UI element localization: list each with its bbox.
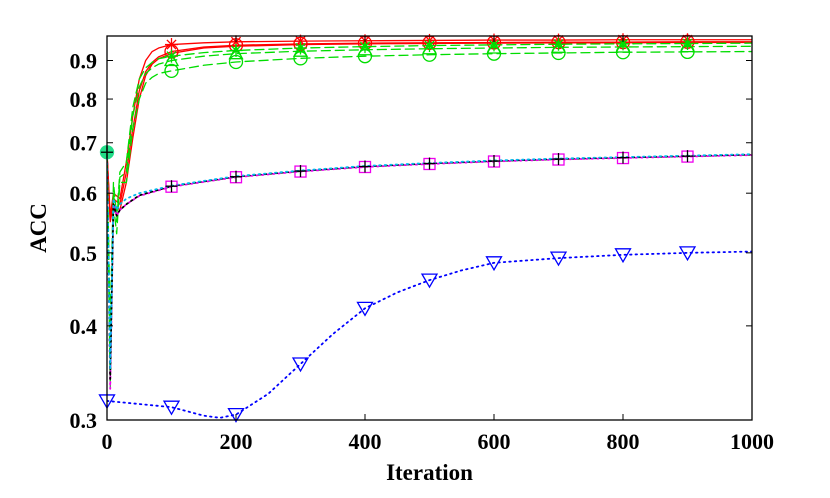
- marker-green-triangle: [421, 40, 438, 55]
- marker-black-plus: [230, 170, 242, 183]
- marker-green-triangle: [550, 38, 567, 53]
- tick-layer: 0 200 400 600 800 1000 0.3 0.4 0.5 0.6 0.7 0.8 0.9: [70, 36, 774, 454]
- y-tick-label: 0.9: [70, 49, 98, 74]
- marker-black-plus: [681, 150, 694, 163]
- marker-blue-triangle-down: [485, 256, 503, 272]
- marker-black-plus: [423, 157, 436, 170]
- marker-blue-triangle-down: [356, 301, 374, 317]
- marker-green-circle: [422, 47, 437, 62]
- marker-green-circle: [615, 45, 631, 60]
- series-line-blue-triangle-down: [107, 250, 752, 419]
- y-tick-label: 0.4: [70, 314, 98, 339]
- marker-green-circle: [486, 46, 502, 61]
- marker-green-circle: [293, 51, 308, 66]
- marker-green-circle: [680, 44, 695, 60]
- x-tick-label: 200: [220, 429, 253, 454]
- marker-green-circle: [357, 49, 373, 64]
- marker-blue-triangle-down: [678, 246, 697, 262]
- marker-green-circle: [164, 63, 179, 79]
- marker-blue-triangle-down: [614, 248, 632, 264]
- marker-green-circle: [228, 54, 244, 70]
- x-axis-label: Iteration: [386, 460, 473, 485]
- y-tick-label: 0.3: [70, 408, 98, 433]
- x-tick-label: 0: [102, 429, 113, 454]
- y-axis-label: ACC: [26, 203, 51, 253]
- series-line-cyan-diamond: [107, 151, 752, 371]
- x-tick-label: 800: [607, 429, 640, 454]
- series-layer: [107, 39, 752, 419]
- y-tick-label: 0.8: [70, 87, 98, 112]
- series-line-magenta-square: [107, 151, 752, 390]
- marker-green-triangle: [163, 52, 180, 67]
- marker-blue-triangle-down: [420, 273, 439, 289]
- marker-blue-triangle-down: [227, 407, 245, 423]
- series-line-red-plain: [107, 41, 752, 223]
- marker-blue-triangle-down: [291, 357, 310, 373]
- marker-green-triangle: [357, 41, 373, 56]
- marker-black-plus: [617, 151, 629, 164]
- x-tick-label: 400: [349, 429, 382, 454]
- marker-black-plus: [359, 160, 371, 173]
- plot-frame: [106, 35, 753, 421]
- y-tick-label: 0.7: [70, 131, 98, 156]
- series-line-green-circle: [107, 50, 752, 390]
- series-line-black-plus: [107, 151, 752, 380]
- series-line-green-triangle: [107, 45, 752, 371]
- marker-black-plus: [165, 180, 178, 193]
- marker-black-plus: [294, 165, 307, 178]
- marker-blue-triangle-down: [549, 251, 568, 267]
- marker-layer: [98, 33, 697, 423]
- marker-black-plus: [488, 155, 500, 168]
- x-tick-label: 600: [478, 429, 511, 454]
- series-line-green-star: [107, 42, 752, 327]
- series-line-red-circle: [107, 41, 752, 223]
- series-line-red-star: [107, 39, 752, 217]
- marker-blue-triangle-down: [162, 400, 181, 416]
- x-tick-label: 1000: [730, 429, 774, 454]
- marker-green-triangle: [228, 45, 244, 60]
- marker-green-triangle: [486, 39, 502, 54]
- marker-black-plus: [552, 153, 565, 166]
- marker-green-triangle: [292, 42, 309, 57]
- y-tick-label: 0.6: [70, 181, 98, 206]
- y-tick-label: 0.5: [70, 241, 98, 266]
- marker-green-circle: [551, 45, 566, 61]
